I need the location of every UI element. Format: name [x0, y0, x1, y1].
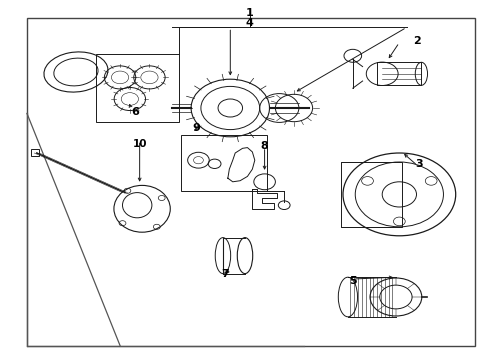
- Text: 9: 9: [192, 123, 200, 133]
- Text: 4: 4: [246, 18, 254, 28]
- Text: 8: 8: [261, 141, 269, 151]
- Text: 1: 1: [246, 8, 254, 18]
- Bar: [377, 62, 421, 85]
- Text: 6: 6: [131, 107, 139, 117]
- Bar: [341, 162, 402, 227]
- Text: 3: 3: [415, 159, 423, 169]
- Text: 7: 7: [221, 269, 229, 279]
- Bar: [96, 54, 179, 122]
- Text: 2: 2: [413, 36, 420, 46]
- Text: 5: 5: [349, 276, 357, 286]
- Text: 10: 10: [132, 139, 147, 149]
- Bar: [31, 149, 39, 156]
- Bar: [181, 135, 267, 191]
